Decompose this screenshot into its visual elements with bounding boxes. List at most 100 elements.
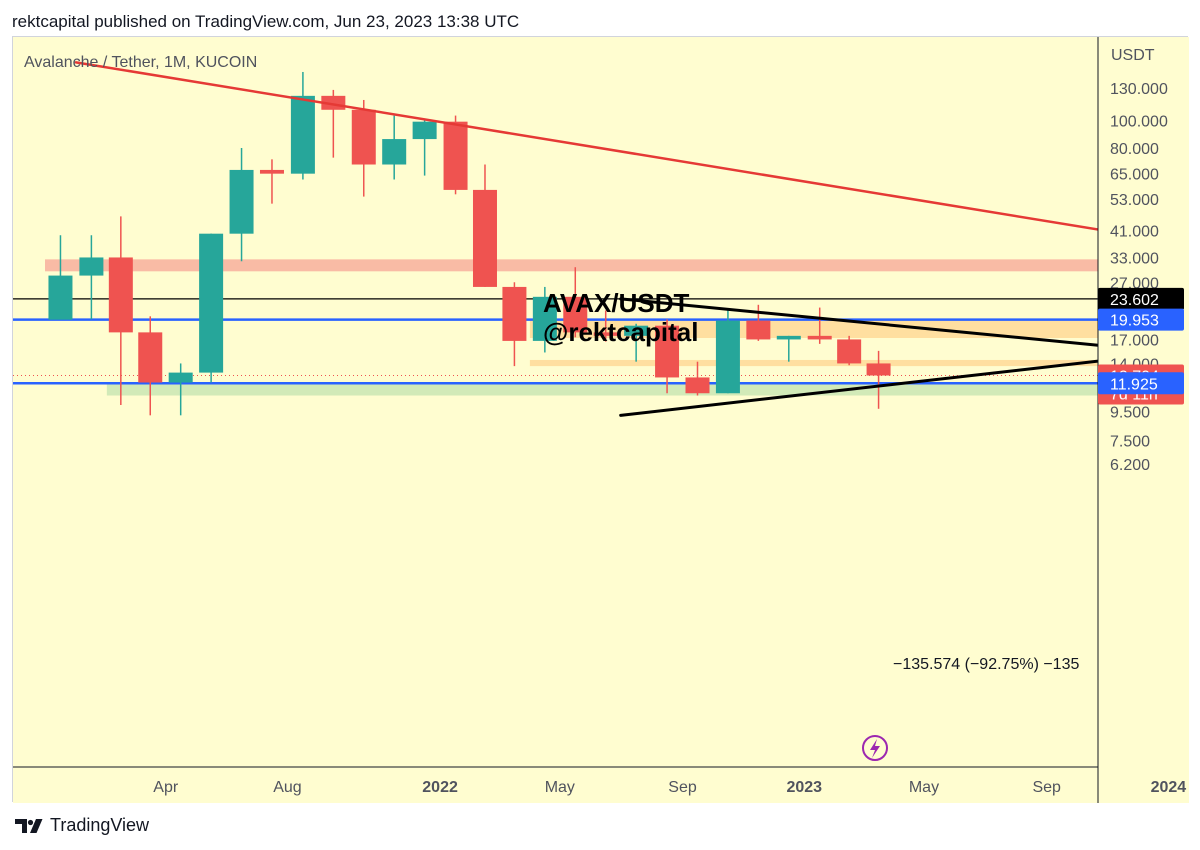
candle-body (259, 169, 284, 174)
time-tick-6: May (909, 779, 939, 796)
time-tick-3: May (545, 779, 575, 796)
candle-body (229, 169, 254, 234)
price-label-text: 11.925 (1110, 376, 1158, 393)
time-tick-4: Sep (668, 779, 697, 796)
candle-2021-07 (259, 159, 284, 204)
candle-2022-05 (563, 267, 588, 338)
candle-2023-02 (837, 335, 862, 366)
candle-body (48, 275, 73, 320)
candle-body (715, 320, 740, 394)
candle-2022-03 (502, 282, 527, 367)
candle-body (776, 335, 801, 340)
time-tick-0: Apr (153, 779, 179, 796)
candle-body (138, 332, 163, 383)
tradingview-logo-icon (15, 818, 43, 833)
measure-label: −135.574 (−92.75%) −135 (893, 656, 1079, 673)
candle-body (624, 325, 649, 336)
candle-2022-04 (532, 286, 557, 353)
zone-red-0 (45, 259, 1098, 272)
candle-body (593, 332, 618, 336)
publish-line: rektcapital published on TradingView.com… (12, 12, 520, 31)
candle-2022-06 (593, 310, 618, 342)
candle-2022-07 (624, 323, 649, 362)
trendline-upper-triangle (619, 297, 1098, 347)
zone-green-3 (106, 382, 1098, 396)
chart-frame[interactable]: −135.574 (−92.75%) −135 AVAX/USDT @rektcap… (12, 36, 1189, 803)
price-label-0: 23.602 (1098, 287, 1184, 310)
candle-body (412, 121, 437, 140)
time-tick-5: 2023 (786, 779, 822, 796)
candle-2021-01 (79, 235, 104, 320)
candle-2021-05 (199, 233, 224, 383)
price-tick-5: 41.000 (1110, 224, 1159, 241)
candle-body (685, 377, 710, 394)
lightning-circle (862, 735, 888, 761)
candle-body (168, 372, 193, 383)
candle-body (199, 233, 224, 373)
time-tick-1: Aug (273, 779, 301, 796)
price-axis-unit: USDT (1111, 47, 1155, 64)
candle-body (532, 296, 557, 341)
price-tick-3: 65.000 (1110, 167, 1159, 184)
price-label-text: 19.953 (1110, 313, 1159, 330)
chart-background (13, 37, 1189, 803)
price-tick-2: 80.000 (1110, 141, 1159, 158)
candle-body (655, 325, 680, 378)
candle-2022-12 (776, 335, 801, 362)
candle-2022-10 (715, 310, 740, 394)
candle-body (866, 363, 891, 376)
price-label-box (1098, 372, 1184, 395)
candle-2021-11 (382, 115, 407, 180)
candle-body (79, 257, 104, 276)
candle-body (502, 286, 527, 341)
candle-2022-09 (685, 361, 710, 396)
price-tick-9: 17.000 (1110, 332, 1159, 349)
price-tick-11: 9.500 (1110, 404, 1150, 421)
price-label-1: 19.953 (1098, 308, 1184, 331)
annotation-line-1: @rektcapital (543, 317, 698, 347)
price-tick-1: 100.000 (1110, 113, 1168, 130)
annotation-line-0: AVAX/USDT (543, 288, 689, 318)
footer: TradingView (14, 815, 149, 836)
candle-body (108, 257, 133, 333)
candle-body (807, 335, 832, 340)
candle-2022-01 (443, 115, 468, 195)
footer-brand: TradingView (50, 815, 150, 835)
candle-body (351, 109, 376, 165)
price-tick-12: 7.500 (1110, 434, 1150, 451)
candle-2023-01 (807, 307, 832, 344)
zone-orange-2 (529, 359, 1098, 367)
price-label-3: 11.925 (1098, 372, 1184, 395)
lightning-bolt (870, 739, 880, 758)
candle-body (443, 121, 468, 190)
plot-area: −135.574 (−92.75%) −135 AVAX/USDT@rektcap… (13, 61, 1098, 673)
trendline-lower-triangle (619, 359, 1098, 417)
price-tick-4: 53.000 (1110, 192, 1159, 209)
price-label-text: 23.602 (1110, 292, 1159, 309)
candle-body (290, 95, 315, 174)
chart-title: Avalanche / Tether, 1M, KUCOIN (24, 54, 257, 71)
candle-body (746, 320, 771, 340)
candle-2021-06 (229, 148, 254, 262)
candle-2021-08 (290, 71, 315, 180)
time-tick-2: 2022 (422, 779, 458, 796)
candle-2022-08 (655, 319, 680, 394)
price-label-box (1098, 287, 1184, 310)
time-tick-7: Sep (1032, 779, 1061, 796)
lightning-icon (862, 735, 888, 761)
candle-2022-02 (472, 164, 497, 287)
candle-2021-12 (412, 120, 437, 176)
candle-2023-03 (866, 350, 891, 409)
candlestick-chart[interactable]: −135.574 (−92.75%) −135 AVAX/USDT@rektcap… (13, 37, 1189, 803)
price-tick-13: 6.200 (1110, 457, 1150, 474)
trendline-red-resistance (74, 61, 1098, 231)
price-tick-0: 130.000 (1110, 81, 1168, 98)
candle-2021-10 (351, 99, 376, 197)
time-tick-8: 2024 (1151, 779, 1187, 796)
candle-body (472, 189, 497, 287)
candle-body (382, 139, 407, 165)
price-label-box (1098, 308, 1184, 331)
candle-body (563, 296, 588, 333)
candle-2020-12 (48, 235, 73, 320)
candle-2021-02 (108, 216, 133, 406)
